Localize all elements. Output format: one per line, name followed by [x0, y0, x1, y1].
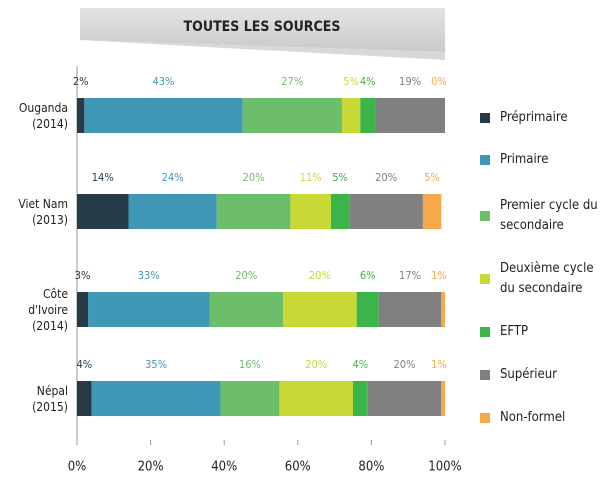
bar-segment	[330, 194, 350, 229]
bar-segment	[242, 98, 342, 133]
value-label: 5%	[343, 75, 359, 88]
bar-segment	[441, 292, 445, 327]
category-label: Viet Nam (2013)	[18, 196, 68, 227]
value-label: 20%	[305, 358, 327, 371]
bar-segment	[279, 381, 353, 416]
bar-segment	[77, 381, 92, 416]
legend-swatch	[480, 413, 490, 423]
category-label: Côte d'Ivoire (2014)	[28, 286, 68, 333]
legend-label: Deuxième cycle du secondaire	[500, 261, 594, 296]
legend-label: EFTP	[500, 324, 529, 339]
bar-segment	[341, 98, 361, 133]
bar-segment	[91, 381, 221, 416]
legend-swatch	[480, 211, 490, 221]
value-label: 6%	[360, 269, 376, 282]
value-label: 20%	[309, 269, 331, 282]
legend-swatch	[480, 274, 490, 284]
value-label: 0%	[431, 75, 447, 88]
bar-segment	[88, 292, 210, 327]
value-label: 5%	[332, 171, 348, 184]
value-label: 5%	[424, 171, 440, 184]
bar-segment	[77, 194, 129, 229]
bar-segment	[360, 98, 376, 133]
bar-segment	[209, 292, 284, 327]
bar-segment	[216, 194, 291, 229]
value-label: 4%	[360, 75, 376, 88]
value-label: 20%	[243, 171, 265, 184]
x-tick-label: 40%	[211, 460, 237, 475]
bar-segment	[77, 98, 85, 133]
value-label: 19%	[399, 75, 421, 88]
bar-segment	[349, 194, 423, 229]
legend-swatch	[480, 113, 490, 123]
bar-segment	[422, 194, 442, 229]
bar-segment	[367, 381, 442, 416]
category-label: Ouganda (2014)	[18, 100, 68, 131]
value-label: 11%	[300, 171, 322, 184]
x-tick-label: 60%	[285, 460, 311, 475]
value-label: 1%	[431, 358, 447, 371]
value-label: 20%	[394, 358, 416, 371]
legend-label: Non-formel	[500, 410, 566, 425]
value-label: 16%	[239, 358, 261, 371]
bar-segment	[353, 381, 368, 416]
legend-swatch	[480, 327, 490, 337]
value-label: 35%	[145, 358, 167, 371]
legend-label: Supérieur	[500, 367, 557, 382]
x-tick-label: 0%	[68, 460, 87, 475]
legend-label: Primaire	[500, 152, 549, 167]
value-label: 1%	[431, 269, 447, 282]
value-label: 24%	[162, 171, 184, 184]
bar-segment	[128, 194, 217, 229]
bar-segment	[375, 98, 445, 133]
bar-segment	[77, 292, 89, 327]
bar-segment	[290, 194, 331, 229]
x-tick-label: 100%	[428, 460, 461, 475]
value-label: 4%	[353, 358, 369, 371]
value-label: 33%	[138, 269, 160, 282]
value-label: 3%	[75, 269, 91, 282]
chart-title: TOUTES LES SOURCES	[184, 19, 341, 35]
x-tick-label: 80%	[358, 460, 384, 475]
x-tick-label: 20%	[138, 460, 164, 475]
banner-fold	[80, 40, 445, 60]
bar-segment	[441, 381, 445, 416]
legend-swatch	[480, 155, 490, 165]
bar-segment	[283, 292, 357, 327]
value-label: 20%	[235, 269, 257, 282]
value-label: 17%	[399, 269, 421, 282]
value-label: 27%	[281, 75, 303, 88]
bar-segment	[220, 381, 280, 416]
bar-segment	[84, 98, 243, 133]
value-label: 4%	[77, 358, 93, 371]
category-label: Népal (2015)	[32, 383, 68, 414]
value-label: 14%	[92, 171, 114, 184]
bar-segment	[378, 292, 442, 327]
bar-segment	[356, 292, 379, 327]
legend-label: Premier cycle du secondaire	[500, 198, 598, 233]
legend-label: Préprimaire	[500, 110, 568, 125]
value-label: 20%	[375, 171, 397, 184]
legend-swatch	[480, 370, 490, 380]
value-label: 2%	[73, 75, 89, 88]
title-banner	[80, 8, 445, 52]
value-label: 43%	[152, 75, 174, 88]
